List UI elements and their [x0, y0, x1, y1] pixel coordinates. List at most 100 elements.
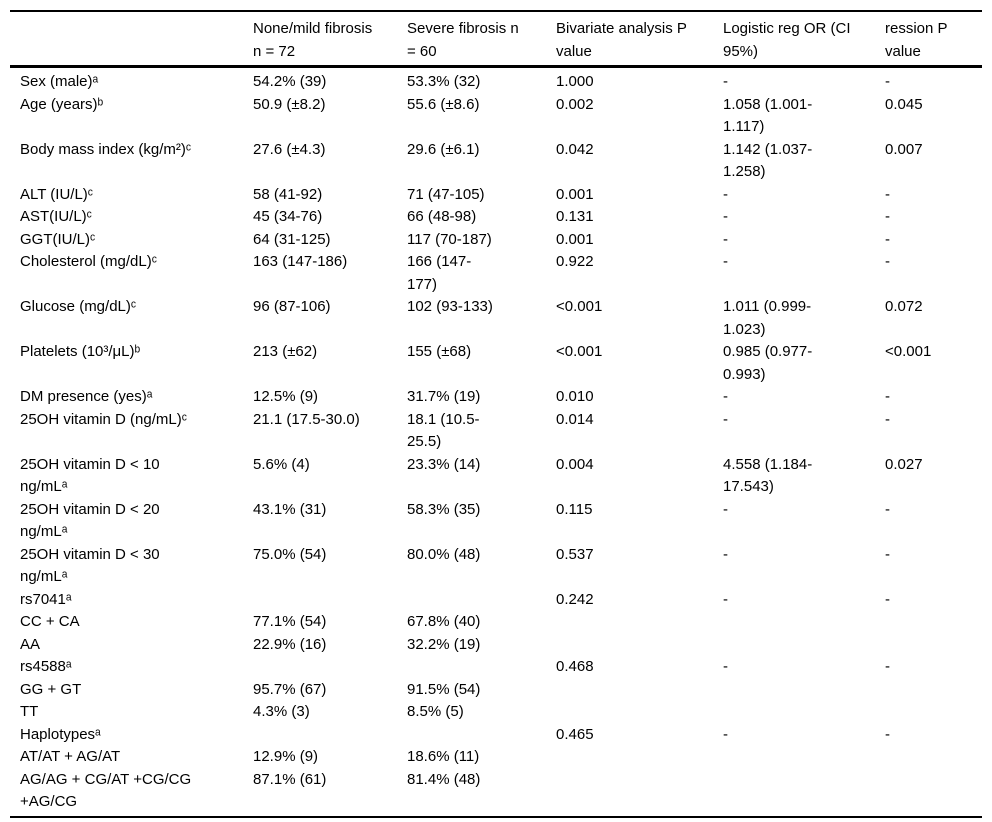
cell: 0.002	[556, 95, 594, 113]
cell: 0.001	[556, 185, 594, 203]
cell: 43.1% (31)	[253, 500, 327, 518]
cell: -	[885, 410, 890, 428]
table-row: 25OH vitamin D (ng/mL)ᶜ 21.1 (17.5-30.0) 1…	[10, 409, 982, 454]
cell: 77.1% (54)	[253, 613, 327, 630]
table-row: CC + CA 77.1% (54) 67.8% (40)	[10, 611, 982, 634]
cell	[253, 589, 407, 612]
cell: 0.027	[885, 455, 923, 473]
cell: 91.5% (54)	[407, 680, 481, 698]
row-label: AT/AT + AG/AT	[20, 748, 121, 765]
cell: 0.115	[556, 500, 593, 518]
cell: 0.537	[556, 545, 594, 563]
row-label: rs4588ᵃ	[20, 658, 72, 675]
cell: 0.131	[556, 208, 594, 225]
row-label: 25OH vitamin D (ng/mL)ᶜ	[20, 410, 188, 428]
cell	[885, 679, 982, 702]
cell: 22.9% (16)	[253, 635, 327, 653]
row-label: Cholesterol (mg/dL)ᶜ	[20, 253, 158, 270]
cell: -	[885, 73, 890, 90]
cell: 0.465	[556, 725, 594, 743]
row-label: Platelets (10³/μL)ᵇ	[20, 343, 141, 360]
cell: -	[723, 500, 728, 518]
row-label: Body mass index (kg/m²)ᶜ	[20, 140, 192, 158]
table-row: AG/AG + CG/AT +CG/CG +AG/CG 87.1% (61) 81.…	[10, 769, 982, 817]
table-row: 25OH vitamin D < 30 ng/mLᵃ 75.0% (54) 80.0…	[10, 544, 982, 589]
cell: 32.2% (19)	[407, 635, 481, 653]
cell: 0.007	[885, 140, 923, 158]
cell: 95.7% (67)	[253, 680, 327, 698]
cell: -	[885, 208, 890, 225]
cell	[885, 769, 982, 817]
table-body: Sex (male)ᵃ 54.2% (39) 53.3% (32) 1.000 - - Ag…	[10, 67, 982, 817]
cell: 21.1 (17.5-30.0)	[253, 410, 360, 428]
cell	[407, 589, 556, 612]
table-row: Sex (male)ᵃ 54.2% (39) 53.3% (32) 1.000 - -	[10, 67, 982, 94]
cell	[556, 769, 723, 817]
table-row: Glucose (mg/dL)ᶜ 96 (87-106) 102 (93-133) <…	[10, 296, 982, 341]
cell: -	[885, 658, 890, 675]
cell: 23.3% (14)	[407, 455, 481, 473]
cell: -	[723, 410, 728, 428]
cell: <0.001	[556, 298, 603, 315]
cell: 55.6 (±8.6)	[407, 95, 480, 113]
cell: 4.3% (3)	[253, 703, 310, 720]
cell: 0.468	[556, 658, 594, 675]
cell: 45 (34-76)	[253, 208, 323, 225]
row-label: GG + GT	[20, 680, 82, 698]
cell: -	[723, 545, 728, 563]
row-label: 25OH vitamin D < 30 ng/mLᵃ	[20, 545, 160, 586]
header-logistic-reg-or: Logistic reg OR (CI 95%)	[723, 20, 851, 60]
cell: 0.242	[556, 590, 594, 608]
cell: 71 (47-105)	[407, 185, 485, 203]
cell: 58 (41-92)	[253, 185, 323, 203]
table-row: 25OH vitamin D < 10 ng/mLᵃ 5.6% (4) 23.3% …	[10, 454, 982, 499]
cell: 8.5% (5)	[407, 703, 464, 720]
cell	[723, 634, 885, 657]
header-regression-p-value: ression P value	[885, 20, 948, 60]
cell: 29.6 (±6.1)	[407, 140, 480, 158]
row-label: Age (years)ᵇ	[20, 95, 104, 113]
row-label: AA	[20, 635, 41, 653]
cell: -	[885, 500, 890, 518]
table-row: Cholesterol (mg/dL)ᶜ 163 (147-186) 166 (14…	[10, 251, 982, 296]
cell	[885, 701, 982, 724]
cell: 0.001	[556, 230, 594, 248]
cell: 102 (93-133)	[407, 298, 493, 315]
row-label: 25OH vitamin D < 10 ng/mLᵃ	[20, 455, 160, 496]
cell: 80.0% (48)	[407, 545, 481, 563]
table-row: DM presence (yes)ᵃ 12.5% (9) 31.7% (19) 0.0…	[10, 386, 982, 409]
cell: -	[885, 590, 890, 608]
cell: 58.3% (35)	[407, 500, 481, 518]
cell	[556, 746, 723, 769]
cell: 155 (±68)	[407, 343, 472, 360]
table-row: Platelets (10³/μL)ᵇ 213 (±62) 155 (±68) <0.…	[10, 341, 982, 386]
cell: 0.045	[885, 95, 923, 113]
cell: 4.558 (1.184- 17.543)	[723, 455, 813, 496]
cell: 0.922	[556, 253, 594, 270]
cell: 18.1 (10.5- 25.5)	[407, 410, 480, 451]
row-label: rs7041ᵃ	[20, 590, 72, 608]
cell: -	[885, 253, 890, 270]
table-row: TT 4.3% (3) 8.5% (5)	[10, 701, 982, 724]
table-row: rs7041ᵃ 0.242 - -	[10, 589, 982, 612]
row-label: AST(IU/L)ᶜ	[20, 208, 92, 225]
header-bivariate-p-value: Bivariate analysis P value	[556, 20, 687, 60]
table-row: rs4588ᵃ 0.468 - -	[10, 656, 982, 679]
cell: 1.011 (0.999- 1.023)	[723, 298, 812, 338]
cell	[556, 679, 723, 702]
table-row: AA 22.9% (16) 32.2% (19)	[10, 634, 982, 657]
cell: 1.058 (1.001- 1.117)	[723, 95, 813, 136]
cell: -	[723, 73, 728, 90]
cell: 75.0% (54)	[253, 545, 327, 563]
cell: 163 (147-186)	[253, 253, 348, 270]
cell: -	[723, 658, 728, 675]
cell: 0.004	[556, 455, 594, 473]
cell: -	[885, 545, 890, 563]
cell: 64 (31-125)	[253, 230, 331, 248]
cell	[407, 724, 556, 747]
row-label: GGT(IU/L)ᶜ	[20, 230, 96, 248]
cell	[556, 611, 723, 634]
cell: -	[723, 230, 728, 248]
table-row: ALT (IU/L)ᶜ 58 (41-92) 71 (47-105) 0.001 - -	[10, 184, 982, 207]
cell: 1.000	[556, 73, 594, 90]
